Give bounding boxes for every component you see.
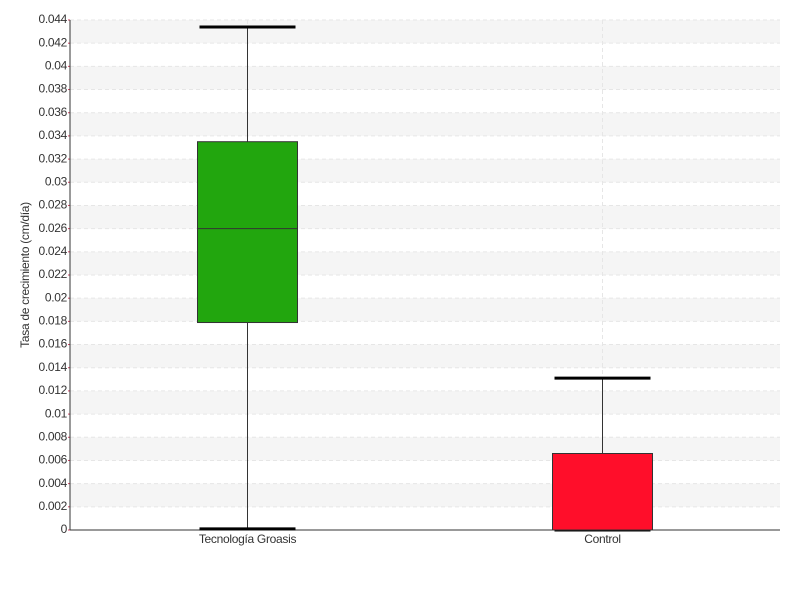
y-axis-label: Tasa de crecimiento (cm/día) xyxy=(18,202,32,348)
y-tick-label: 0.026 xyxy=(38,221,67,235)
grid-band xyxy=(70,483,780,507)
y-tick-label: 0.002 xyxy=(38,499,67,513)
y-tick-label: 0.018 xyxy=(38,314,67,328)
y-tick-label: 0.01 xyxy=(45,406,68,420)
grid-band xyxy=(70,159,780,183)
grid-band xyxy=(70,251,780,275)
grid-band xyxy=(70,66,780,90)
grid-band xyxy=(70,344,780,368)
y-tick-label: 0.006 xyxy=(38,453,67,467)
x-tick-label: Control xyxy=(584,532,621,546)
y-tick-label: 0.004 xyxy=(38,476,67,490)
y-tick-label: 0.03 xyxy=(45,174,68,188)
y-tick-label: 0.016 xyxy=(38,337,67,351)
y-tick-label: 0.024 xyxy=(38,244,67,258)
y-tick-label: 0.032 xyxy=(38,151,67,165)
box xyxy=(552,453,653,531)
y-tick-label: 0.04 xyxy=(45,59,68,73)
y-tick-label: 0.014 xyxy=(38,360,67,374)
y-tick-label: 0.042 xyxy=(38,35,67,49)
y-tick-label: 0.008 xyxy=(38,429,67,443)
box xyxy=(197,141,298,324)
x-tick-label: Tecnología Groasis xyxy=(199,532,297,546)
y-tick-label: 0.034 xyxy=(38,128,67,142)
grid-band xyxy=(70,205,780,229)
grid-band xyxy=(70,298,780,322)
grid-band xyxy=(70,20,780,44)
grid-band xyxy=(70,112,780,136)
y-tick-label: 0.038 xyxy=(38,82,67,96)
y-tick-label: 0.036 xyxy=(38,105,67,119)
y-tick-label: 0.028 xyxy=(38,198,67,212)
y-tick-label: 0.012 xyxy=(38,383,67,397)
y-tick-label: 0.022 xyxy=(38,267,67,281)
grid-band xyxy=(70,390,780,415)
y-tick-label: 0 xyxy=(61,522,68,536)
y-tick-label: 0.02 xyxy=(45,290,68,304)
y-tick-label: 0.044 xyxy=(38,12,67,26)
grid-band xyxy=(70,437,780,461)
